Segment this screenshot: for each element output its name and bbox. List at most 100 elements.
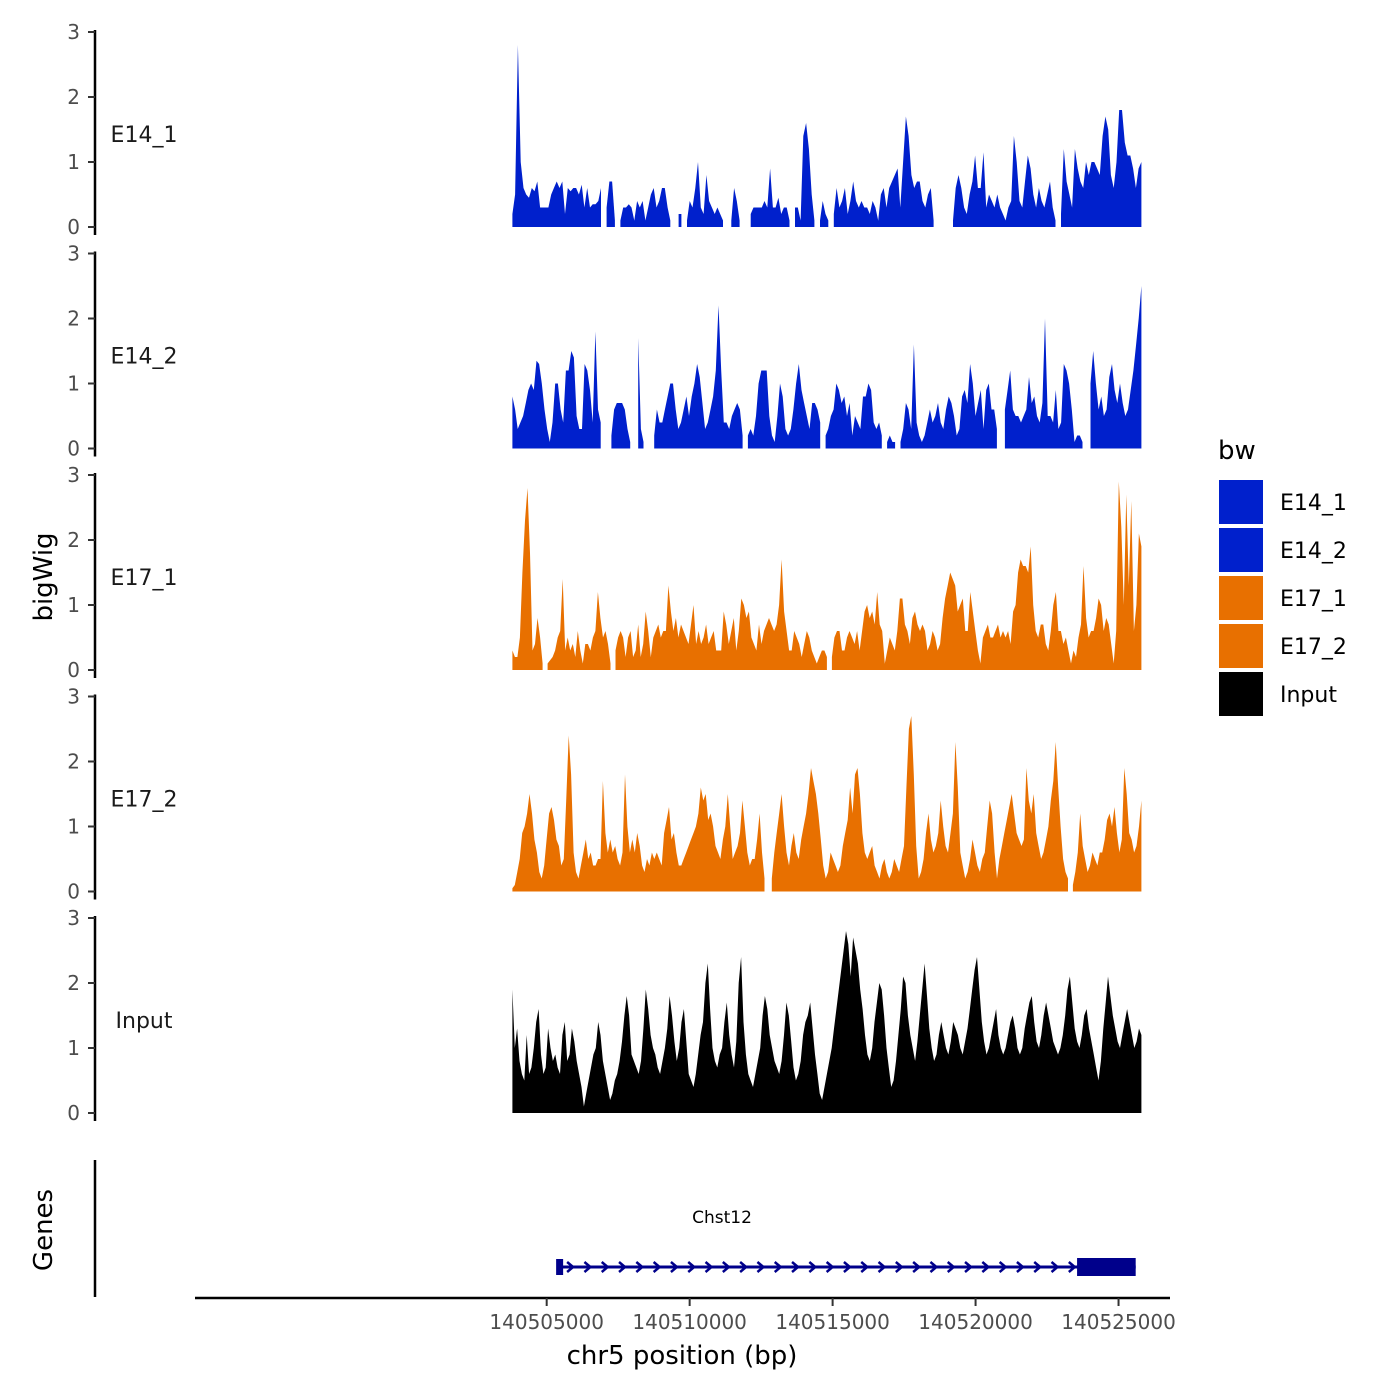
y-tick-label: 3 [67,20,80,44]
strand-arrow [981,1261,991,1273]
tracks-panel: 0 1 2 3 E14_1 0 1 2 3 E14_2 0 1 2 3 E17_1 0 1 2 3 E17_2 0 1 2 3… [67,20,1142,1125]
y-tick-label: 0 [67,215,80,239]
strand-arrow [1016,1261,1025,1273]
area-e14-2 [512,331,601,449]
x-tick-label: 140515000 [775,1310,890,1334]
strand-arrow [964,1261,973,1273]
legend-swatch-e17-2 [1219,624,1263,668]
y-tick-label: 1 [67,1036,80,1060]
strand-arrow [635,1261,645,1273]
area-input [512,931,1142,1113]
track-e14-2: 0 1 2 3 E14_2 [67,242,1142,461]
y-tick-label: 1 [67,815,80,839]
gene-model [556,1258,1136,1276]
strand-arrow [756,1261,766,1273]
area-e17-2 [512,735,765,892]
strand-arrow [722,1261,731,1273]
area-e14-2 [825,383,882,449]
area-e14-1 [750,168,790,227]
legend-label-input: Input [1280,683,1337,708]
y-tick-label: 1 [67,150,80,174]
strand-arrow [1033,1261,1043,1273]
strand-arrow [825,1261,835,1273]
y-tick-label: 0 [67,1101,80,1125]
legend-swatch-input [1219,672,1263,716]
y-tick-label: 0 [67,658,80,682]
area-e17-1 [512,488,543,670]
legend-swatch-e17-1 [1219,576,1263,620]
area-e14-2 [747,364,821,449]
area-e14-1 [678,214,682,227]
strand-arrow [1050,1261,1060,1273]
y-axis-title: bigWig [29,532,59,621]
y-tick-label: 2 [67,528,80,552]
legend-label-e17-2: E17_2 [1280,635,1347,660]
x-axis: 140505000 140510000 140515000 140520000 1405… [195,1296,1176,1334]
legend-swatch-e14-1 [1219,480,1263,524]
strand-arrow [808,1261,818,1273]
area-e14-1 [953,136,1056,227]
y-tick-label: 2 [67,971,80,995]
track-label-e14-1: E14_1 [111,123,178,148]
strand-arrow [791,1261,800,1273]
area-e14-2 [638,338,644,449]
area-e14-1 [833,116,934,227]
track-input: 0 1 2 3 Input [67,906,1142,1125]
track-label-input: Input [116,1009,173,1034]
genes-panel: Chst12 [93,1160,1136,1297]
area-e14-2 [611,403,631,449]
strand-arrow [843,1261,852,1273]
area-e14-2 [654,305,743,449]
strand-arrow [600,1261,610,1273]
x-tick-label: 140520000 [918,1310,1033,1334]
area-e14-2 [900,344,997,449]
y-tick-label: 3 [67,906,80,930]
y-tick-label: 3 [67,463,80,487]
x-tick-label: 140505000 [489,1310,604,1334]
area-e17-1 [615,559,827,670]
legend-swatch-e14-2 [1219,528,1263,572]
x-tick-label: 140525000 [1061,1310,1176,1334]
gene-exon-end [1077,1258,1136,1276]
strand-arrow [618,1261,627,1273]
strand-arrow [704,1261,714,1273]
strand-arrow [895,1261,904,1273]
area-e14-1 [620,188,671,227]
strand-arrow [877,1261,887,1273]
area-e14-1 [606,181,615,227]
legend-title: bw [1218,436,1256,466]
y-tick-label: 1 [67,593,80,617]
strand-arrow [998,1261,1008,1273]
area-e14-2 [887,435,896,449]
strand-arrow [687,1261,697,1273]
area-e14-1 [731,188,740,227]
strand-arrow [929,1261,939,1273]
y-tick-label: 2 [67,85,80,109]
area-e14-2 [1090,286,1142,449]
x-tick-label: 140510000 [632,1310,747,1334]
strand-arrow [652,1261,662,1273]
track-e14-1: 0 1 2 3 E14_1 [67,20,1142,239]
strand-arrow [1068,1261,1077,1273]
area-e14-1 [1061,110,1142,227]
area-e17-2 [1072,768,1142,892]
area-e14-1 [795,123,815,227]
y-tick-label: 0 [67,880,80,904]
legend-label-e14-1: E14_1 [1280,491,1347,516]
strand-arrow [946,1261,956,1273]
track-label-e17-1: E17_1 [111,566,178,591]
area-e14-1 [512,45,601,227]
strand-arrow [583,1261,593,1273]
y-tick-label: 2 [67,307,80,331]
strand-arrow [912,1261,922,1273]
strand-arrow [773,1261,783,1273]
y-tick-label: 3 [67,242,80,266]
gene-name-label: Chst12 [692,1208,752,1228]
strand-arrow [670,1261,679,1273]
y-tick-label: 0 [67,437,80,461]
track-label-e17-2: E17_2 [111,788,178,813]
area-e17-2 [771,716,1068,892]
area-e17-1 [547,579,611,670]
y-tick-label: 1 [67,372,80,396]
